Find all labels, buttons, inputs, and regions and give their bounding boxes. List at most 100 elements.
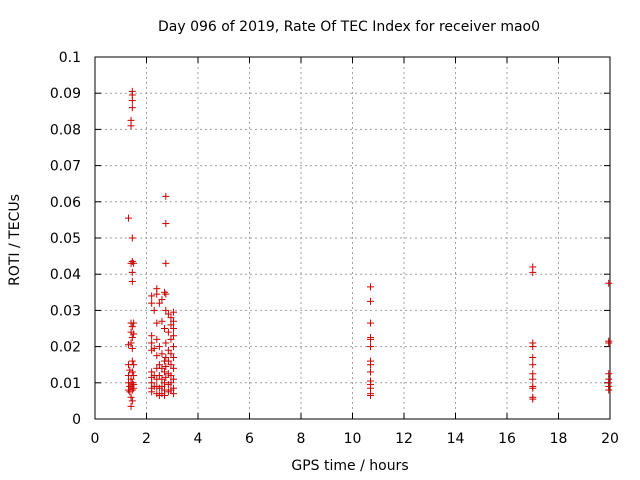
tick-labels: 0 2 4 6 8 10 12 14 16 18 20 0 0.01 0.02 0.03 0.04 0.05 0.… <box>50 50 619 447</box>
data-point <box>158 375 166 383</box>
data-point <box>153 290 161 298</box>
data-point <box>127 375 135 383</box>
data-point <box>158 317 166 325</box>
data-point <box>162 353 170 361</box>
data-point <box>605 279 613 287</box>
x-tick-label: 12 <box>395 431 413 447</box>
data-point <box>128 323 136 331</box>
data-point <box>161 368 169 376</box>
data-point <box>130 330 138 338</box>
data-point <box>367 283 375 291</box>
data-point <box>150 306 158 314</box>
data-point <box>170 375 178 383</box>
data-point <box>170 390 178 398</box>
data-point <box>128 344 136 352</box>
y-axis-label: ROTI / TECUs <box>7 194 23 286</box>
data-point <box>128 258 136 266</box>
data-point <box>162 259 170 267</box>
y-tick-label: 0.1 <box>59 50 81 66</box>
data-point <box>148 339 156 347</box>
x-axis-label: GPS time / hours <box>291 458 408 474</box>
data-point <box>155 343 163 351</box>
data-point <box>170 364 178 372</box>
data-point <box>164 357 172 365</box>
data-point <box>367 361 375 369</box>
data-point <box>170 353 178 361</box>
x-tick-label: 16 <box>498 431 516 447</box>
data-point <box>153 319 161 327</box>
data-point <box>367 335 375 343</box>
data-point <box>367 319 375 327</box>
data-point <box>167 361 175 369</box>
data-point <box>124 214 132 222</box>
data-point <box>605 339 613 347</box>
data-point <box>605 386 613 394</box>
data-point <box>128 234 136 242</box>
data-point <box>128 277 136 285</box>
data-point <box>128 397 136 405</box>
x-tick-label: 10 <box>344 431 362 447</box>
data-point <box>150 344 158 352</box>
y-tick-label: 0 <box>72 412 81 428</box>
data-point <box>167 379 175 387</box>
x-tick-label: 20 <box>601 431 619 447</box>
data-point <box>127 402 135 410</box>
x-tick-label: 6 <box>245 431 254 447</box>
data-point <box>162 290 170 298</box>
data-point <box>161 391 169 399</box>
data-point <box>367 368 375 376</box>
data-point <box>130 372 138 380</box>
x-tick-label: 4 <box>194 431 203 447</box>
data-point <box>148 299 156 307</box>
data-point <box>164 328 172 336</box>
data-point <box>367 297 375 305</box>
plot-frame <box>94 56 611 420</box>
data-point <box>367 343 375 351</box>
y-tick-label: 0.09 <box>50 86 81 102</box>
data-point <box>529 375 537 383</box>
data-point <box>130 361 138 369</box>
data-point <box>162 363 170 371</box>
data-point <box>162 220 170 228</box>
data-point <box>155 299 163 307</box>
data-point <box>148 332 156 340</box>
data-point <box>170 308 178 316</box>
data-point <box>148 388 156 396</box>
data-point <box>128 104 136 112</box>
data-point <box>128 386 136 394</box>
grid-lines <box>95 57 610 419</box>
x-tick-label: 0 <box>91 431 100 447</box>
y-tick-label: 0.03 <box>50 303 81 319</box>
data-point <box>162 306 170 314</box>
data-point <box>158 296 166 304</box>
y-tick-label: 0.04 <box>50 267 81 283</box>
data-point <box>162 373 170 381</box>
data-point <box>128 334 136 342</box>
data-point <box>529 395 537 403</box>
data-point <box>128 368 136 376</box>
data-point <box>155 361 163 369</box>
y-tick-label: 0.02 <box>50 340 81 356</box>
data-point <box>167 335 175 343</box>
data-point <box>161 379 169 387</box>
data-point <box>167 350 175 358</box>
data-point <box>164 346 172 354</box>
data-point <box>158 350 166 358</box>
data-point <box>128 379 136 387</box>
data-point <box>128 96 136 104</box>
data-point <box>158 364 166 372</box>
data-point <box>170 343 178 351</box>
data-point <box>529 353 537 361</box>
data-point <box>130 319 138 327</box>
chart-title: Day 096 of 2019, Rate Of TEC Index for r… <box>158 19 540 35</box>
x-tick-label: 14 <box>447 431 465 447</box>
data-point <box>130 259 138 267</box>
data-point <box>170 332 178 340</box>
data-point <box>162 192 170 200</box>
data-point <box>529 268 537 276</box>
y-tick-label: 0.05 <box>50 231 81 247</box>
data-points <box>124 87 613 410</box>
y-tick-label: 0.06 <box>50 195 81 211</box>
data-point <box>529 343 537 351</box>
